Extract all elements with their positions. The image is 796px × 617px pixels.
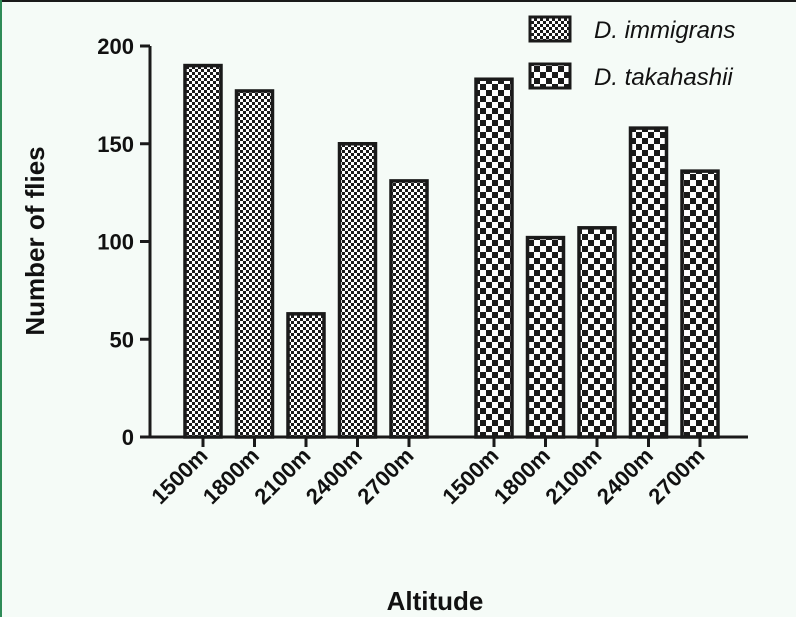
x-tick-label: 2700m <box>643 443 709 509</box>
bar-d-immigrans-2100m <box>286 312 326 439</box>
y-tick-label: 200 <box>97 34 134 59</box>
bar-d-takahashii-2700m <box>680 169 720 439</box>
bar-d-takahashii-2400m <box>628 126 669 439</box>
x-tick-label: 1500m <box>437 443 503 509</box>
x-tick-label: 1500m <box>146 443 212 509</box>
bar-d-immigrans-2400m <box>337 142 378 439</box>
x-tick-label: 2400m <box>301 443 367 509</box>
x-tick-label: 2100m <box>540 443 606 509</box>
bar-d-immigrans-1500m <box>183 63 223 439</box>
legend-swatch-d-takahashii <box>528 62 572 90</box>
legend-label-d-takahashii: D. takahashii <box>594 64 733 91</box>
y-axis-title: Number of flies <box>20 146 50 335</box>
bars <box>183 63 720 439</box>
x-tick-label: 2100m <box>249 443 315 509</box>
y-tick-label: 100 <box>97 230 134 255</box>
y-tick-label: 50 <box>110 327 134 352</box>
y-tick-label: 150 <box>97 132 134 157</box>
bar-d-takahashii-1500m <box>474 77 514 439</box>
y-ticks: 0 50 100 150 200 <box>97 34 150 450</box>
bar-d-immigrans-1800m <box>234 89 275 439</box>
bar-d-takahashii-1800m <box>525 235 566 439</box>
legend: D. immigrans D. takahashii <box>528 15 735 91</box>
x-axis-title: Altitude <box>387 586 484 616</box>
x-tick-label: 1800m <box>489 443 555 509</box>
x-tick-label: 2400m <box>592 443 658 509</box>
legend-swatch-d-immigrans <box>528 15 572 43</box>
x-tick-label: 2700m <box>352 443 418 509</box>
bar-d-immigrans-2700m <box>389 179 429 439</box>
x-tick-label: 1800m <box>198 443 264 509</box>
y-tick-label: 0 <box>122 425 134 450</box>
bar-d-takahashii-2100m <box>577 226 617 439</box>
legend-label-d-immigrans: D. immigrans <box>594 17 735 44</box>
